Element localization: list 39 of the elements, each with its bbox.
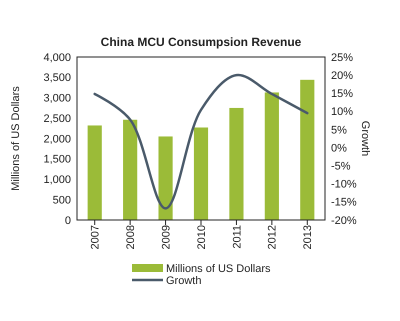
y-tick-label: 2,500 [43,112,71,125]
x-tick-label: 2009 [160,225,172,250]
chart-title: China MCU Consumpsion Revenue [100,35,302,49]
y2-tick-label: -5% [331,160,351,173]
y2-tick-label: -20% [331,214,357,227]
y2-axis-title: Growth [359,120,371,156]
legend-label: Millions of US Dollars [166,262,272,275]
y-tick-label: 3,000 [43,92,71,105]
y-tick-label: 500 [52,194,71,206]
y2-tick-label: -10% [331,178,357,191]
bar [123,120,138,220]
bar [229,108,244,220]
y-tick-label: 1,000 [43,174,71,186]
bar [300,80,314,220]
x-tick-label: 2012 [266,225,279,250]
y2-tick-label: 5% [331,124,348,136]
x-tick-label: 2013 [302,225,314,250]
y-tick-label: 0 [64,214,71,227]
y2-tick-label: 15% [331,88,354,100]
y2-tick-label: 10% [331,106,354,118]
bar [88,125,102,220]
y-tick-label: 1,500 [43,154,71,166]
x-tick-label: 2007 [90,225,102,250]
y-tick-label: 3,500 [43,72,71,84]
y-tick-label: 4,000 [43,52,71,64]
y2-tick-label: 0% [331,142,348,154]
bar [158,136,173,220]
y2-tick-label: 25% [331,52,354,64]
y2-tick-label: -15% [331,196,357,209]
x-tick-label: 2010 [196,225,208,250]
x-tick-label: 2008 [124,225,137,250]
bar [194,127,208,220]
x-tick-label: 2011 [231,225,244,249]
y2-tick-label: 20% [331,70,354,82]
legend-label: Growth [166,274,202,287]
line-series [93,74,309,210]
y-axis-title: Millions of US Dollars [10,86,22,191]
y-tick-label: 2,000 [43,133,71,146]
bar [264,92,279,220]
